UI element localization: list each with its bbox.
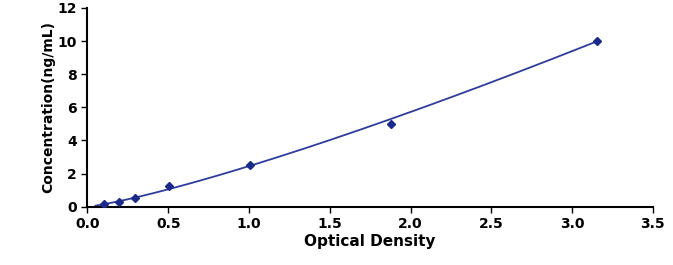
Y-axis label: Concentration(ng/mL): Concentration(ng/mL) <box>41 21 55 193</box>
X-axis label: Optical Density: Optical Density <box>304 234 436 249</box>
